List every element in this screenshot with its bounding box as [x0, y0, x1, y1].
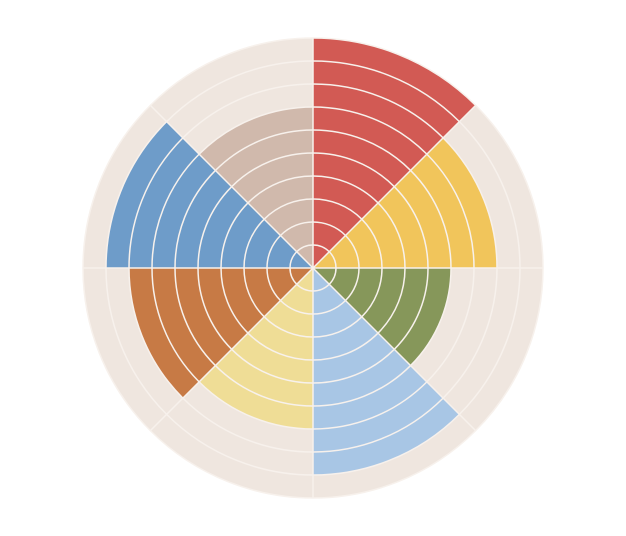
wheel-chart	[0, 0, 626, 536]
